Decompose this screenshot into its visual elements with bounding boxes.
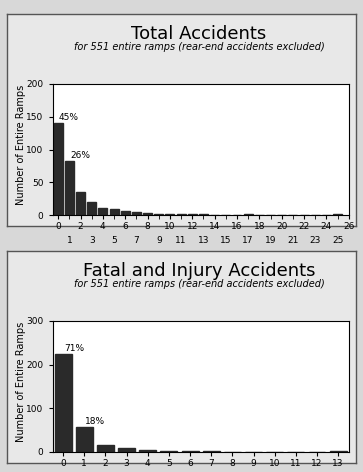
Text: Fatal and Injury Accidents: Fatal and Injury Accidents (83, 261, 315, 279)
Text: Number of Entire Ramps: Number of Entire Ramps (16, 85, 26, 205)
Text: Total Accidents: Total Accidents (131, 25, 266, 43)
Text: Number of Entire Ramps: Number of Entire Ramps (16, 322, 26, 442)
Text: for 551 entire ramps (rear-end accidents excluded): for 551 entire ramps (rear-end accidents… (74, 42, 324, 51)
Text: for 551 entire ramps (rear-end accidents excluded): for 551 entire ramps (rear-end accidents… (74, 278, 324, 288)
